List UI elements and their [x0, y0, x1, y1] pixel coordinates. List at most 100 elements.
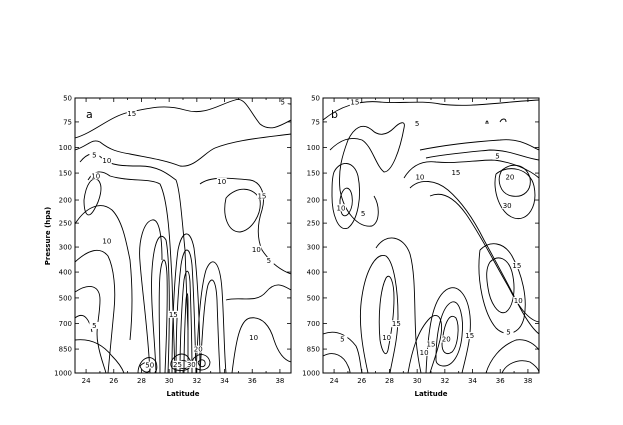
panel-b-letter: b	[331, 108, 338, 121]
contour-line	[139, 219, 163, 373]
contour-label-bg	[391, 320, 402, 328]
x-tick-label: 24	[82, 377, 91, 385]
contour-label: 15	[350, 99, 359, 107]
y-tick-label: 300	[307, 244, 320, 252]
x-tick-label: 38	[523, 377, 532, 385]
contour-label-bg	[89, 151, 100, 159]
contour-label-bg	[101, 156, 112, 164]
contour-label: 10	[252, 246, 261, 254]
contour-label-bg	[349, 98, 360, 106]
contour-line	[323, 331, 363, 373]
contour-line	[441, 315, 459, 355]
y-tick-label: 1000	[302, 370, 320, 378]
contour-line	[378, 275, 395, 354]
contour-label: 10	[382, 334, 391, 342]
panel-a-y-title: Pressure (hpa)	[44, 207, 52, 265]
y-tick-label: 700	[59, 320, 72, 328]
contour-label-bg	[256, 192, 267, 200]
contour-label: 5	[495, 153, 499, 161]
contour-line	[425, 149, 539, 161]
contour-line	[494, 168, 536, 220]
contour-label: 15	[427, 341, 436, 349]
contour-label-bg	[504, 173, 515, 181]
y-tick-label: 200	[307, 197, 320, 205]
contour-line	[329, 122, 405, 227]
contour-label: 10	[91, 172, 100, 180]
contour-label-bg	[144, 361, 155, 369]
contour-line	[485, 339, 539, 373]
y-tick-label: 150	[59, 170, 72, 178]
contour-line	[407, 315, 442, 373]
contour-label-bg	[186, 360, 197, 368]
contour-label: 5	[280, 99, 284, 107]
y-tick-label: 500	[307, 294, 320, 302]
y-tick-label: 75	[311, 118, 320, 126]
contour-label: 5	[92, 322, 96, 330]
panel-a-x-title: Latitude	[166, 390, 199, 398]
contour-label: 30	[503, 202, 512, 210]
contour-line	[485, 120, 489, 125]
contour-line	[409, 181, 539, 335]
contour-label-bg	[419, 348, 430, 356]
y-tick-label: 75	[63, 118, 72, 126]
x-tick-label: 36	[248, 377, 257, 385]
contour-line	[429, 193, 539, 323]
y-tick-label: 850	[59, 346, 72, 354]
y-tick-label: 700	[307, 320, 320, 328]
panel-b-ticks: 24 26 28 30 32 34 36 38 50 75 100 150 200 250 300 400 50…	[302, 95, 539, 385]
contour-line	[435, 301, 463, 367]
contour-line	[501, 360, 539, 373]
contour-label: 5	[92, 152, 96, 160]
contour-label-bg	[503, 328, 514, 336]
contour-label-bg	[412, 119, 423, 127]
contour-label: 5	[361, 210, 365, 218]
contour-label: 15	[127, 110, 136, 118]
contour-line	[195, 261, 227, 373]
contour-line	[231, 317, 291, 373]
contour-line	[75, 205, 133, 341]
contour-label: 5	[267, 257, 271, 265]
y-tick-label: 100	[307, 144, 320, 152]
x-tick-label: 30	[165, 377, 174, 385]
contour-line	[197, 359, 206, 368]
y-tick-label: 300	[59, 244, 72, 252]
x-tick-label: 34	[468, 377, 477, 385]
contour-label-bg	[441, 335, 452, 343]
x-tick-label: 36	[496, 377, 505, 385]
contour-label: 15	[512, 262, 521, 270]
contour-label-bg	[513, 296, 524, 304]
contour-label: 10	[420, 349, 429, 357]
y-tick-label: 400	[307, 269, 320, 277]
contour-line	[75, 314, 93, 333]
contour-line	[323, 353, 351, 373]
contour-line	[79, 153, 189, 331]
contour-line	[75, 133, 291, 167]
contour-line	[224, 188, 261, 233]
contour-line	[199, 279, 221, 373]
contour-label-bg	[248, 333, 259, 341]
y-tick-label: 250	[59, 220, 72, 228]
contour-line	[183, 293, 189, 373]
contour-label: 15	[257, 192, 266, 200]
contour-line	[75, 339, 125, 373]
contour-label: 20	[442, 336, 451, 344]
x-tick-label: 26	[109, 377, 118, 385]
x-tick-label: 28	[385, 377, 394, 385]
contour-label-bg	[89, 321, 100, 329]
contour-label: 10	[514, 297, 523, 305]
contour-line	[179, 270, 193, 373]
x-tick-label: 24	[330, 377, 339, 385]
contour-label: 50	[145, 362, 154, 370]
contour-label: 20	[505, 173, 514, 181]
y-tick-label: 150	[307, 170, 320, 178]
y-tick-label: 200	[59, 197, 72, 205]
contour-label: 15	[451, 169, 460, 177]
panel-a-ticks: 24 26 28 30 32 34 36 38 50 75 100 150 200 250 300 400 50…	[54, 95, 291, 385]
y-tick-label: 500	[59, 294, 72, 302]
contour-line	[425, 287, 471, 373]
contour-line	[75, 249, 116, 373]
contour-label: 5	[340, 336, 344, 344]
contour-label-bg	[251, 245, 262, 253]
